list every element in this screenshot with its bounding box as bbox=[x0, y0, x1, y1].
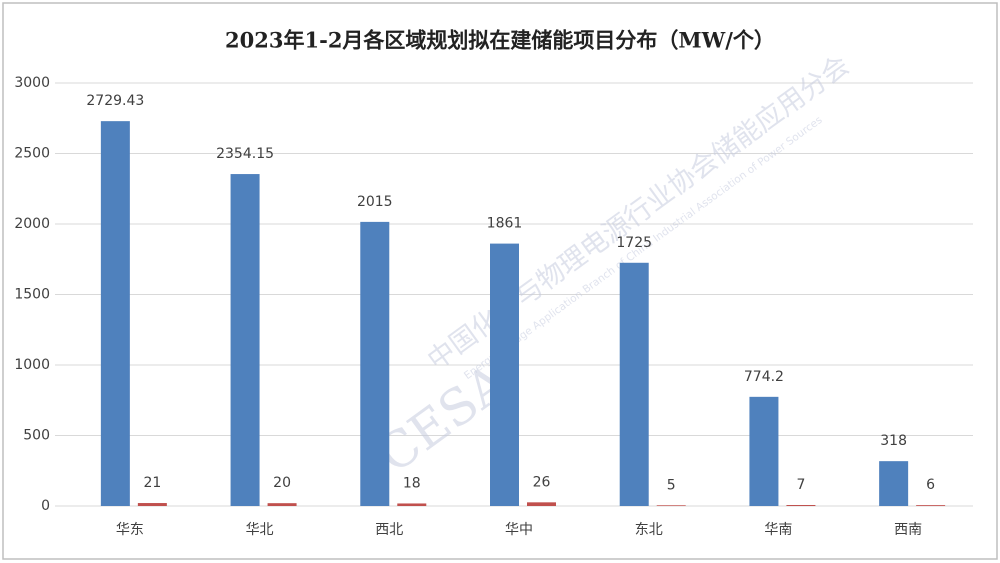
bar bbox=[656, 505, 686, 506]
value-label: 2729.43 bbox=[86, 93, 144, 109]
bar bbox=[100, 121, 130, 507]
y-tick-label: 2500 bbox=[14, 146, 50, 162]
bar bbox=[397, 503, 427, 506]
bar bbox=[230, 174, 260, 506]
y-tick-label: 1500 bbox=[14, 287, 50, 303]
value-label: 7 bbox=[796, 477, 805, 493]
value-label: 2015 bbox=[357, 194, 393, 210]
x-tick-label: 华南 bbox=[764, 522, 792, 538]
x-tick-label: 西北 bbox=[375, 522, 403, 538]
x-tick-label: 东北 bbox=[635, 522, 663, 538]
bar bbox=[137, 503, 167, 506]
bar bbox=[879, 461, 909, 506]
value-label: 21 bbox=[143, 475, 161, 491]
y-tick-label: 0 bbox=[41, 498, 50, 514]
value-label: 6 bbox=[926, 477, 935, 493]
value-label: 20 bbox=[273, 475, 291, 491]
bar bbox=[916, 505, 946, 506]
y-tick-label: 3000 bbox=[14, 75, 50, 91]
value-label: 318 bbox=[880, 433, 907, 449]
x-tick-label: 华中 bbox=[505, 522, 533, 538]
x-tick-label: 华东 bbox=[116, 522, 144, 538]
value-label: 26 bbox=[533, 474, 551, 490]
y-tick-label: 500 bbox=[23, 428, 50, 444]
value-label: 1861 bbox=[487, 216, 523, 232]
y-tick-label: 2000 bbox=[14, 216, 50, 232]
y-tick-label: 1000 bbox=[14, 357, 50, 373]
bar bbox=[360, 221, 390, 506]
bar bbox=[490, 243, 519, 506]
chart-title: 2023年1-2月各区域规划拟在建储能项目分布（MW/个） bbox=[225, 28, 775, 53]
value-label: 2354.15 bbox=[216, 146, 274, 162]
value-label: 18 bbox=[403, 475, 421, 491]
x-tick-label: 西南 bbox=[894, 522, 922, 538]
x-tick-label: 华北 bbox=[246, 522, 274, 538]
bar bbox=[619, 262, 649, 506]
value-label: 774.2 bbox=[744, 369, 784, 385]
value-label: 5 bbox=[667, 477, 676, 493]
bar bbox=[527, 502, 556, 506]
bar bbox=[786, 505, 816, 506]
bar bbox=[267, 503, 297, 506]
value-label: 1725 bbox=[616, 235, 652, 251]
bar bbox=[749, 396, 779, 506]
